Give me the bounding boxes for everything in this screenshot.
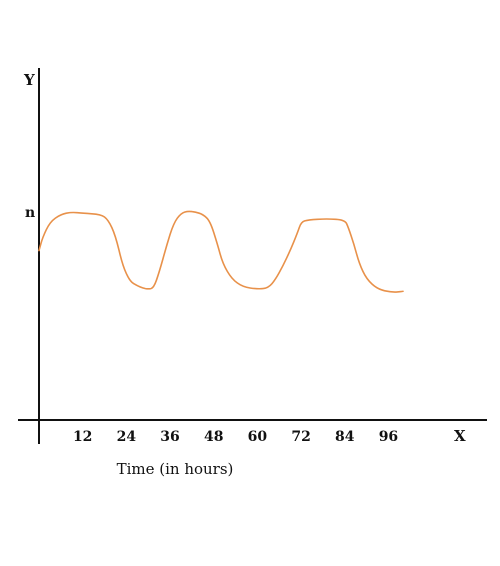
y-axis-letter: Y — [23, 71, 35, 89]
x-axis-title: Time (in hours) — [117, 460, 234, 478]
y-mark-label: n — [25, 205, 35, 221]
x-tick-label: 48 — [204, 429, 223, 445]
x-tick-label: 84 — [335, 429, 355, 445]
series-group — [38, 210, 404, 293]
series-line — [38, 210, 404, 293]
x-tick-labels: 12 24 36 48 60 72 84 96 — [73, 429, 398, 445]
x-tick-label: 60 — [248, 429, 268, 445]
x-axis-letter: X — [454, 427, 466, 445]
x-tick-label: 72 — [291, 429, 310, 445]
x-tick-label: 24 — [117, 429, 137, 445]
x-tick-label: 12 — [73, 429, 92, 445]
x-tick-label: 96 — [379, 429, 398, 445]
x-tick-label: 36 — [160, 429, 179, 445]
